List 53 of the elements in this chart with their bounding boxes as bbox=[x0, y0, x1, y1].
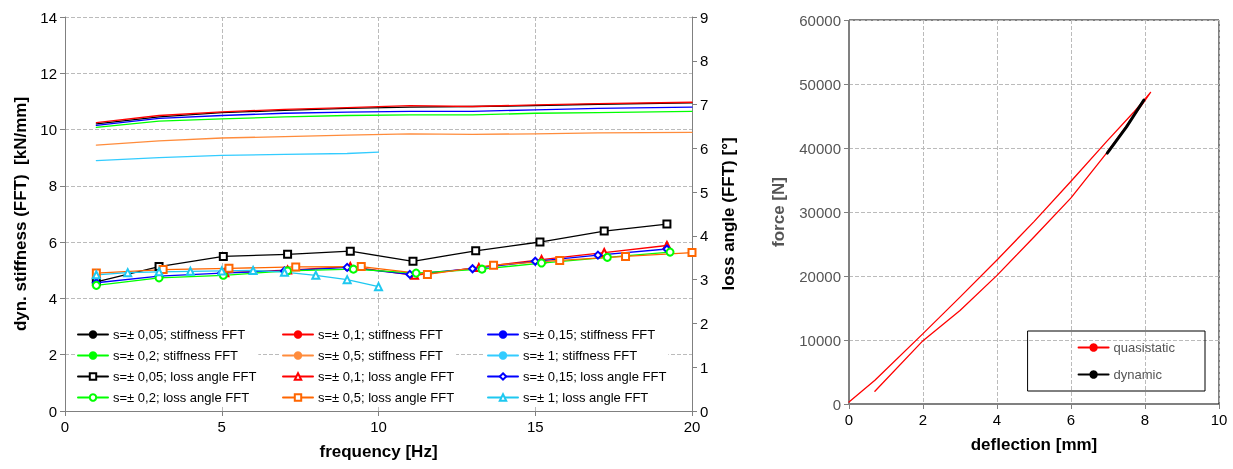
y2-tick-label: 7 bbox=[700, 96, 709, 114]
x-tick-label: 6 bbox=[1066, 411, 1076, 428]
x-tick-label: 8 bbox=[1140, 411, 1150, 428]
legend-label: s=± 1; stiffness FFT bbox=[523, 348, 638, 363]
y-tick-label: 20000 bbox=[799, 267, 841, 285]
legend-label: s=± 0,15; loss angle FFT bbox=[523, 369, 667, 384]
y-tick-label: 10000 bbox=[799, 331, 841, 349]
legend-label: dynamic bbox=[1113, 367, 1163, 382]
y2-tick-label: 4 bbox=[700, 227, 709, 245]
y2-tick-label: 2 bbox=[700, 314, 709, 332]
x-tick-label: 5 bbox=[217, 418, 226, 435]
y-tick-label: 6 bbox=[48, 233, 57, 251]
y-tick-label: 10 bbox=[40, 121, 57, 139]
x-tick-label: 20 bbox=[683, 418, 701, 435]
y2-axis-title: loss angle (FFT) [°] bbox=[719, 137, 738, 291]
y-tick-label: 0 bbox=[832, 395, 841, 413]
y2-tick-label: 3 bbox=[700, 271, 709, 289]
y-tick-label: 4 bbox=[48, 289, 57, 307]
x-tick-label: 15 bbox=[526, 418, 544, 435]
x-tick-label: 0 bbox=[844, 411, 854, 428]
x-tick-label: 2 bbox=[918, 411, 928, 428]
y2-tick-label: 1 bbox=[700, 358, 709, 376]
x-axis-title: deflection [mm] bbox=[970, 435, 1098, 454]
x-tick-label: 10 bbox=[370, 418, 387, 435]
y2-tick-label: 8 bbox=[700, 52, 709, 70]
x-axis-title: frequency [Hz] bbox=[319, 442, 438, 461]
y-tick-label: 30000 bbox=[799, 203, 841, 221]
legend-label: s=± 1; loss angle FFT bbox=[523, 390, 649, 405]
x-tick-label: 4 bbox=[992, 411, 1002, 428]
legend-label: s=± 0,1; loss angle FFT bbox=[318, 369, 455, 384]
y-axis-title: dyn. stiffness (FFT) [kN/mm] bbox=[11, 96, 30, 332]
x-tick-label: 10 bbox=[1210, 411, 1228, 428]
y-tick-label: 60000 bbox=[799, 11, 841, 29]
legend-label: s=± 0,15; stiffness FFT bbox=[523, 327, 656, 342]
y2-tick-label: 5 bbox=[700, 183, 709, 201]
y-tick-label: 8 bbox=[48, 177, 57, 195]
legend-label: s=± 0,05; loss angle FFT bbox=[113, 369, 257, 384]
y-tick-label: 40000 bbox=[799, 139, 841, 157]
legend-label: s=± 0,1; stiffness FFT bbox=[318, 327, 444, 342]
legend-label: s=± 0,5; stiffness FFT bbox=[318, 348, 444, 363]
legend-label: quasistatic bbox=[1113, 340, 1176, 355]
legend-label: s=± 0,5; loss angle FFT bbox=[318, 390, 455, 405]
legend-label: s=± 0,2; loss angle FFT bbox=[113, 390, 250, 405]
legend-label: s=± 0,2; stiffness FFT bbox=[113, 348, 239, 363]
legend-label: s=± 0,05; stiffness FFT bbox=[113, 327, 246, 342]
y-tick-label: 2 bbox=[48, 346, 57, 364]
y-tick-label: 50000 bbox=[799, 75, 841, 93]
y-axis-title: force [N] bbox=[769, 177, 788, 247]
y2-tick-label: 6 bbox=[700, 139, 709, 157]
y-tick-label: 14 bbox=[40, 8, 57, 26]
y2-tick-label: 9 bbox=[700, 8, 709, 26]
y-tick-label: 12 bbox=[40, 64, 57, 82]
x-tick-label: 0 bbox=[60, 418, 70, 435]
